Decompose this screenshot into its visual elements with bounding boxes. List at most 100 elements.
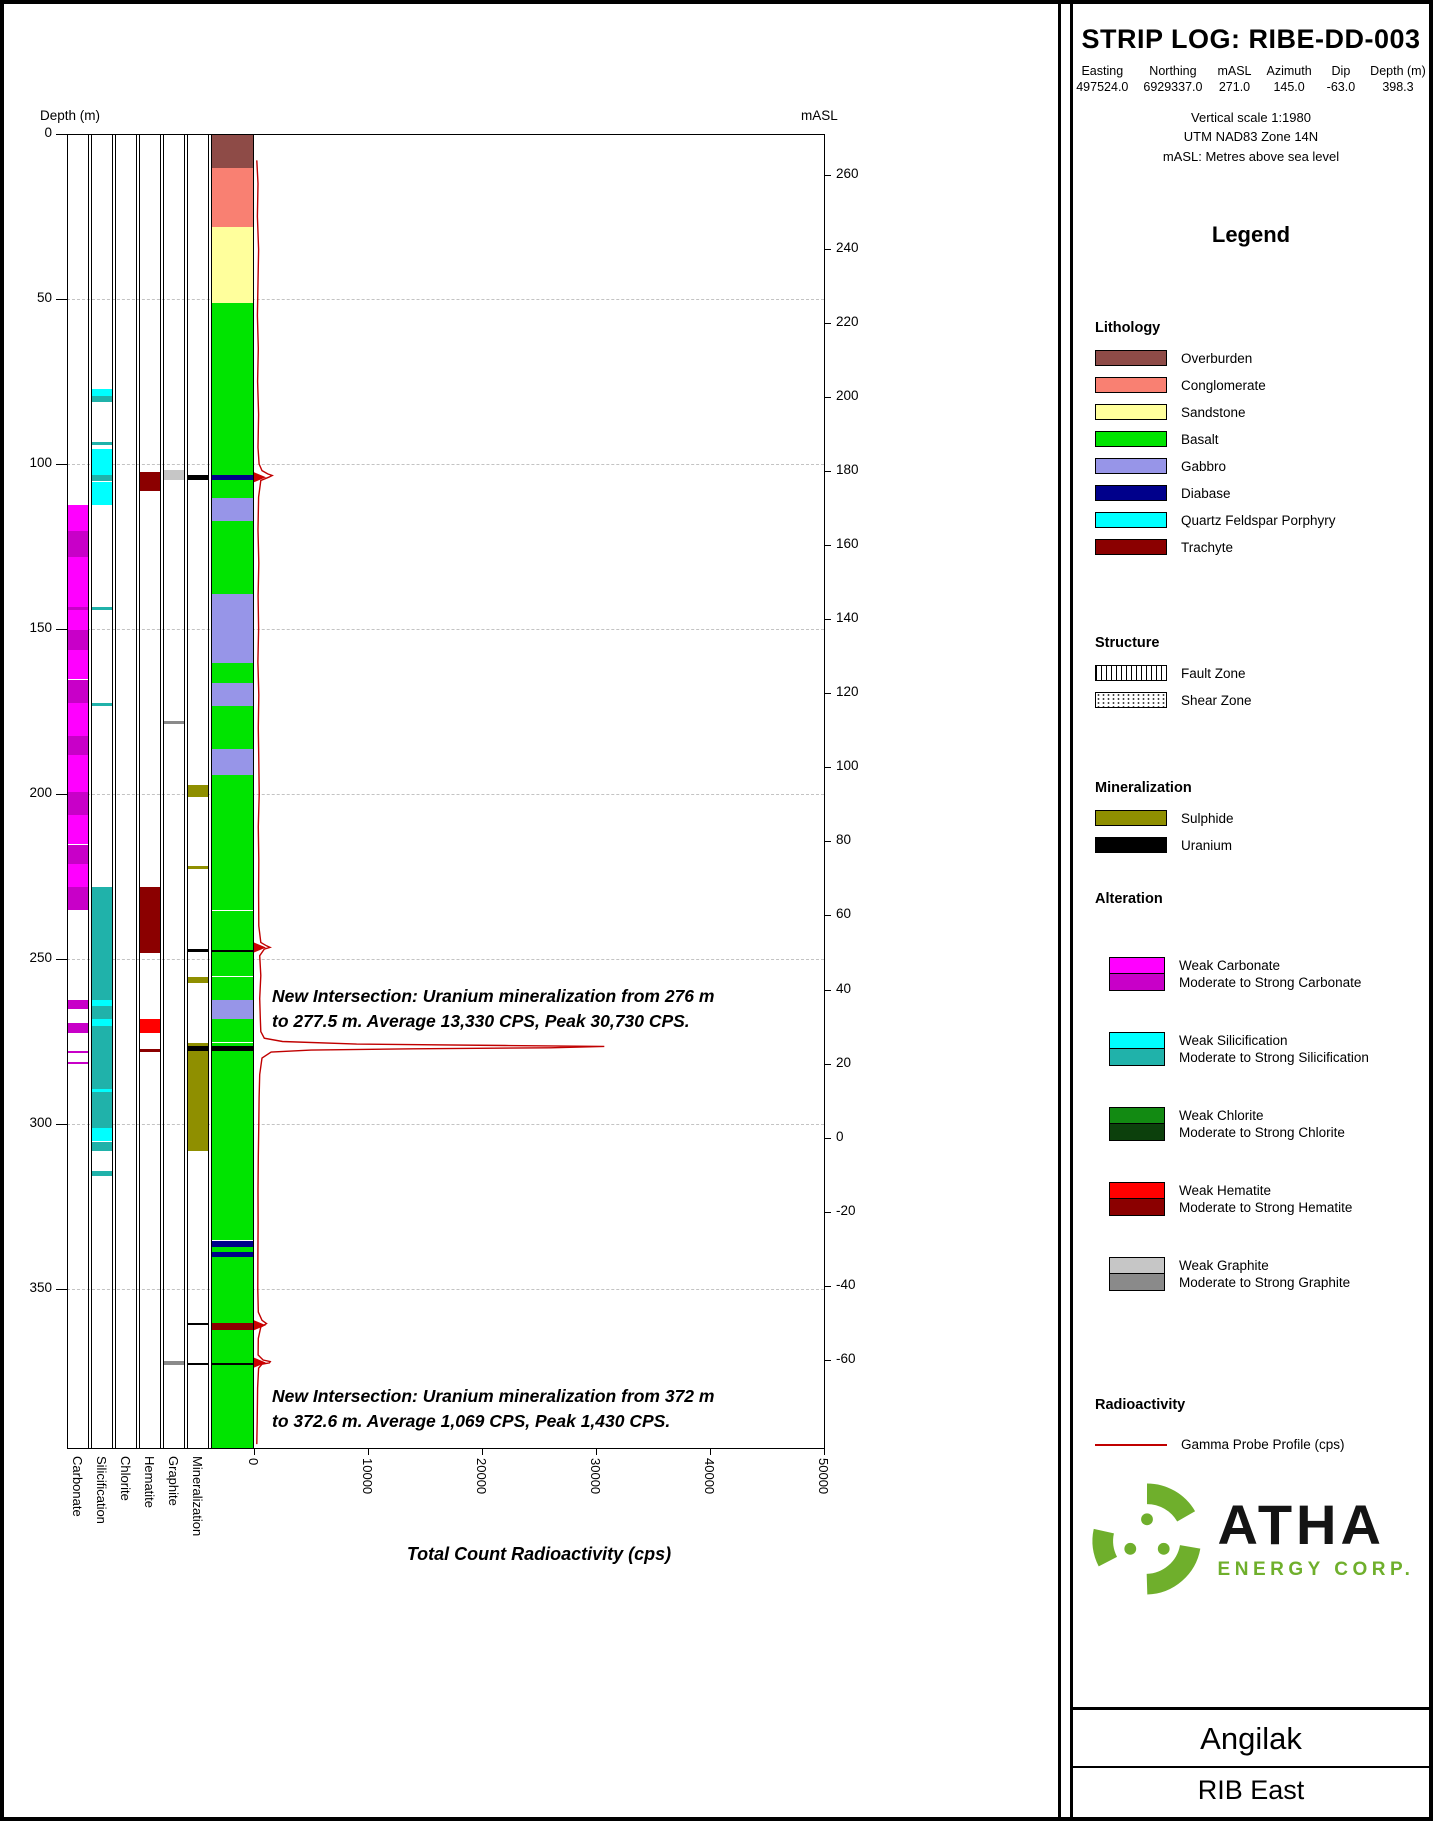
- map-notes: Vertical scale 1:1980 UTM NAD83 Zone 14N…: [1073, 108, 1429, 167]
- weak-silicification-swatch: [1109, 1032, 1165, 1049]
- annotation-uranium-372m: New Intersection: Uranium mineralization…: [272, 1386, 715, 1431]
- lith-basalt: [212, 705, 253, 726]
- interval-carbonate-strong: [68, 606, 88, 611]
- masl-tick: [824, 396, 831, 398]
- interval-carbonate-weak: [68, 755, 88, 792]
- atha-logo-icon: [1092, 1483, 1200, 1595]
- interval-silicification-strong: [92, 474, 112, 482]
- lith-basalt: [212, 303, 253, 357]
- masl-tick: [824, 545, 831, 547]
- legend-item-overburden: Overburden: [1095, 350, 1429, 366]
- meta-label-azimuth: Azimuth: [1266, 64, 1312, 78]
- lith-basalt: [212, 854, 253, 885]
- interval-carbonate-weak: [68, 814, 88, 845]
- interval-silicification-strong: [92, 395, 112, 403]
- annotation-uranium-276m: New Intersection: Uranium mineralization…: [272, 986, 715, 1031]
- lith-basalt: [212, 1111, 253, 1125]
- interval-hematite-strong: [140, 887, 160, 954]
- interval-silicification-strong: [92, 1092, 112, 1129]
- alteration-row-strong: Moderate to Strong Graphite: [1095, 1274, 1429, 1291]
- moderate-to-strong-chlorite-swatch: [1109, 1124, 1165, 1141]
- track-label-graphite: Graphite: [166, 1456, 181, 1506]
- cps-tick: [824, 1448, 825, 1455]
- lith-basalt: [212, 356, 253, 380]
- legend-item-sulphide: Sulphide: [1095, 810, 1429, 826]
- lith-basalt: [212, 884, 253, 911]
- mineralization-heading: Mineralization: [1095, 780, 1192, 796]
- interval-silicification-strong: [92, 1006, 112, 1020]
- log-top-line: [67, 134, 824, 135]
- legend-item-trachyte: Trachyte: [1095, 539, 1429, 555]
- interval-carbonate-strong: [68, 887, 88, 911]
- trachyte-swatch: [1095, 539, 1167, 555]
- legend-label-gamma-probe-profile: Gamma Probe Profile (cps): [1181, 1437, 1345, 1452]
- interval-mineralization-sulphide: [188, 976, 208, 984]
- cps-tick-label: 40000: [702, 1458, 717, 1495]
- mineralization-items: Sulphide Uranium: [1095, 810, 1429, 853]
- cps-tick: [596, 1448, 597, 1455]
- depth-tick: [56, 464, 67, 465]
- legend-label-conglomerate: Conglomerate: [1181, 377, 1266, 393]
- track-chlorite: [115, 134, 137, 1449]
- interval-carbonate-weak: [68, 702, 88, 736]
- legend-label-sandstone: Sandstone: [1181, 404, 1246, 420]
- structure-heading: Structure: [1095, 635, 1160, 651]
- masl-tick: [824, 1063, 831, 1065]
- alteration-pair-weak-hematite: Weak Hematite Moderate to Strong Hematite: [1095, 1182, 1429, 1216]
- alteration-heading: Alteration: [1095, 891, 1163, 907]
- masl-tick-label: -20: [836, 1202, 856, 1218]
- legend-item-basalt: Basalt: [1095, 431, 1429, 447]
- masl-tick-label: 100: [836, 758, 859, 774]
- interval-mineralization-sulphide: [188, 785, 208, 797]
- lith-basalt: [212, 725, 253, 749]
- basalt-swatch: [1095, 431, 1167, 447]
- cps-tick-label: 0: [246, 1458, 261, 1466]
- legend-label-weak-chlorite: Weak Chlorite: [1179, 1108, 1264, 1123]
- meta-label-northing: Northing: [1149, 64, 1197, 78]
- lith-basalt: [212, 910, 253, 934]
- masl-tick-label: 60: [836, 906, 852, 922]
- lith-basalt: [212, 1125, 253, 1152]
- lith-basalt: [212, 976, 253, 990]
- masl-tick: [824, 1137, 831, 1139]
- interval-carbonate-strong: [68, 1050, 88, 1054]
- interval-mineralization-uranium: [188, 1323, 208, 1325]
- lith-diabase: [212, 1252, 253, 1257]
- legend-label-quartz-feldspar-porphyry: Quartz Feldspar Porphyry: [1181, 512, 1336, 528]
- lith-basalt: [212, 933, 253, 951]
- interval-carbonate-strong: [68, 630, 88, 650]
- meta-northing: Northing 6929337.0: [1143, 63, 1202, 96]
- interval-carbonate-weak: [68, 557, 88, 607]
- track-label-hematite: Hematite: [142, 1456, 157, 1509]
- interval-carbonate-weak: [68, 649, 88, 680]
- depth-tick: [56, 629, 67, 630]
- lith-basalt: [212, 448, 253, 469]
- cps-tick: [710, 1448, 711, 1455]
- interval-carbonate-strong: [68, 1062, 88, 1065]
- masl-tick: [824, 989, 831, 991]
- meta-value-depth-m-: 398.3: [1382, 80, 1414, 95]
- legend-item-gamma-probe-profile: Gamma Probe Profile (cps): [1095, 1437, 1429, 1452]
- cps-tick-label: 30000: [588, 1458, 603, 1495]
- legend-group-lithology: Lithology Overburden Conglomerate Sandston…: [1095, 320, 1429, 555]
- track-label-silicification: Silicification: [94, 1456, 109, 1524]
- depth-tick-label: 150: [29, 620, 52, 635]
- lith-conglomerate: [212, 168, 253, 228]
- interval-silicification-strong: [92, 1141, 112, 1152]
- alteration-row-weak: Weak Graphite: [1095, 1257, 1429, 1274]
- masl-tick-label: 140: [836, 610, 859, 626]
- project-name: Angilak: [1200, 1721, 1302, 1756]
- depth-tick-label: 0: [44, 125, 52, 140]
- depth-tick-label: 300: [29, 1115, 52, 1130]
- alteration-row-weak: Weak Carbonate: [1095, 957, 1429, 974]
- lith-diabase: [212, 474, 253, 480]
- lith-diabase: [212, 1240, 253, 1248]
- masl-axis-label: mASL: [801, 108, 838, 123]
- alteration-row-strong: Moderate to Strong Carbonate: [1095, 974, 1429, 991]
- depth-tick: [56, 794, 67, 795]
- interval-silicification-strong: [92, 702, 112, 706]
- lith-basalt: [212, 804, 253, 835]
- masl-axis-line: [824, 134, 825, 1448]
- interval-carbonate-strong: [68, 844, 88, 865]
- interval-silicification-weak: [92, 1128, 112, 1142]
